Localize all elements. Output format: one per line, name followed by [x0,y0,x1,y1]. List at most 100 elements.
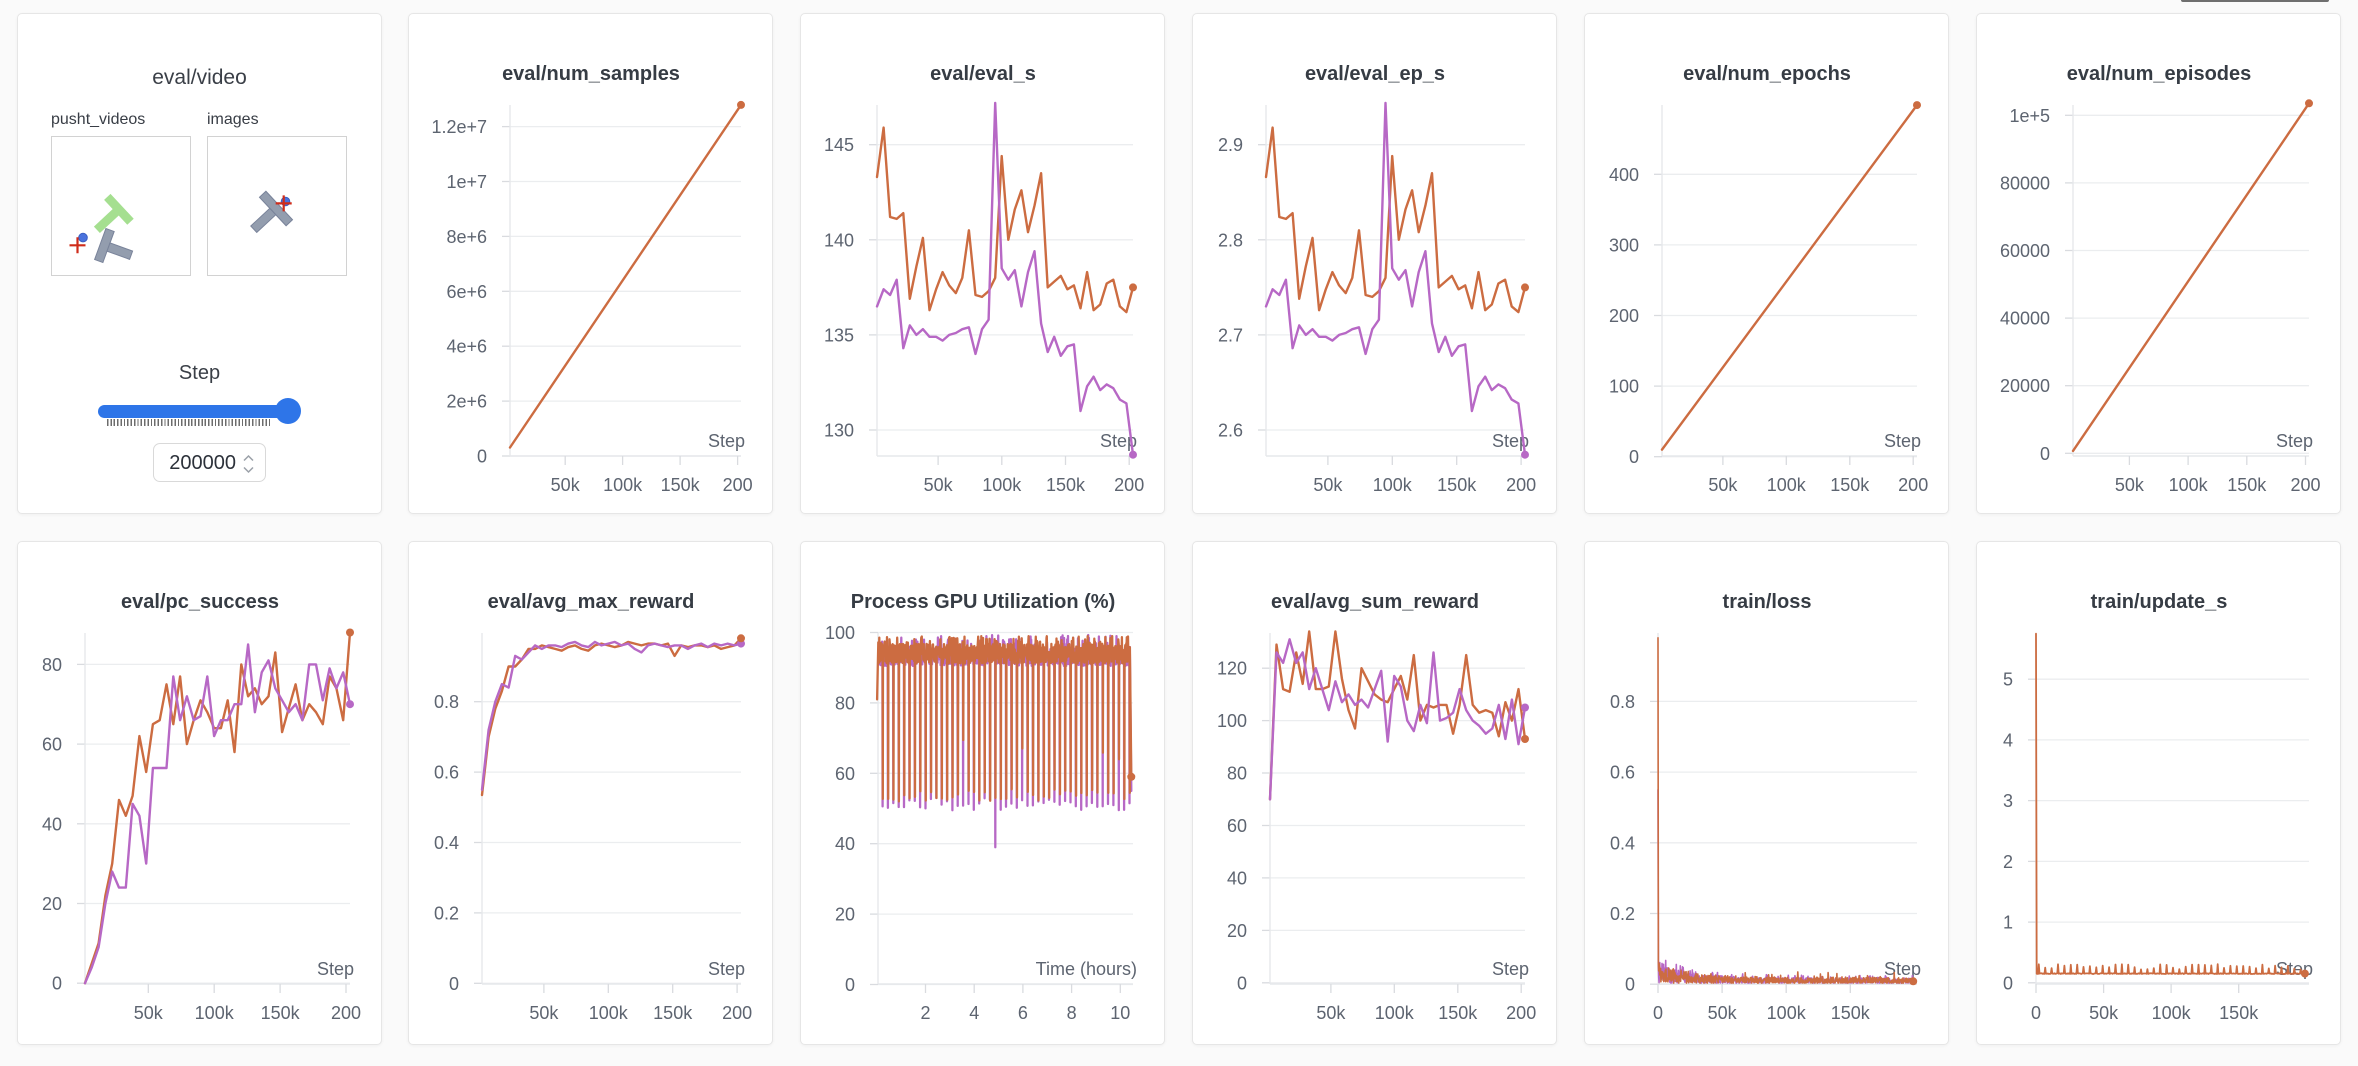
svg-text:train/update_s: train/update_s [2091,591,2228,613]
svg-text:100k: 100k [1767,475,1807,495]
svg-text:2.7: 2.7 [1218,325,1243,345]
svg-text:100k: 100k [2169,475,2209,495]
svg-text:300: 300 [1609,235,1639,255]
svg-text:Step: Step [1492,959,1529,979]
svg-text:1e+5: 1e+5 [2009,106,2050,126]
svg-text:80: 80 [1227,764,1247,784]
svg-text:4e+6: 4e+6 [446,337,487,357]
svg-text:150k: 150k [1831,1003,1871,1023]
svg-text:150k: 150k [1438,1003,1478,1023]
svg-text:200: 200 [1506,1003,1536,1023]
svg-text:50k: 50k [529,1003,559,1023]
svg-text:Step: Step [1884,431,1921,451]
svg-text:0: 0 [1653,1003,1663,1023]
svg-text:Step: Step [708,959,745,979]
svg-text:50k: 50k [1708,475,1738,495]
svg-text:100k: 100k [1375,1003,1415,1023]
svg-text:0: 0 [845,975,855,995]
svg-text:2: 2 [920,1003,930,1023]
svg-text:60: 60 [835,764,855,784]
svg-text:0: 0 [477,447,487,467]
svg-text:Time (hours): Time (hours) [1036,959,1137,979]
svg-text:150k: 150k [661,475,701,495]
svg-text:120: 120 [1217,659,1247,679]
svg-text:1: 1 [2003,913,2013,933]
svg-text:0.4: 0.4 [434,833,459,853]
svg-text:50k: 50k [924,475,954,495]
svg-text:20000: 20000 [2000,376,2050,396]
svg-text:200: 200 [1609,306,1639,326]
svg-text:60000: 60000 [2000,241,2050,261]
svg-text:eval/eval_s: eval/eval_s [930,63,1036,85]
svg-text:0: 0 [1625,975,1635,995]
svg-text:40000: 40000 [2000,309,2050,329]
svg-text:0: 0 [2040,444,2050,464]
svg-text:200: 200 [722,1003,752,1023]
svg-text:2.6: 2.6 [1218,421,1243,441]
svg-text:50k: 50k [1708,1003,1738,1023]
svg-text:60: 60 [42,735,62,755]
svg-text:10: 10 [1110,1003,1130,1023]
svg-text:2e+6: 2e+6 [446,392,487,412]
svg-text:8e+6: 8e+6 [446,227,487,247]
svg-text:60: 60 [1227,816,1247,836]
svg-text:0.4: 0.4 [1610,833,1635,853]
svg-text:150k: 150k [1046,475,1086,495]
svg-text:50k: 50k [2089,1003,2119,1023]
svg-text:80: 80 [42,655,62,675]
svg-text:100k: 100k [1373,475,1413,495]
svg-text:4: 4 [2003,730,2013,750]
svg-text:100k: 100k [195,1003,235,1023]
svg-text:0.6: 0.6 [1610,763,1635,783]
svg-text:1.2e+7: 1.2e+7 [431,117,487,137]
svg-text:0: 0 [2031,1003,2041,1023]
svg-text:140: 140 [824,230,854,250]
svg-text:130: 130 [824,421,854,441]
svg-text:20: 20 [1227,921,1247,941]
svg-text:0: 0 [52,974,62,994]
svg-text:eval/num_samples: eval/num_samples [502,63,680,85]
svg-text:Step: Step [2276,431,2313,451]
svg-text:150k: 150k [2227,475,2267,495]
svg-text:50k: 50k [1313,475,1343,495]
svg-text:eval/eval_ep_s: eval/eval_ep_s [1305,63,1445,85]
svg-text:40: 40 [42,814,62,834]
svg-text:Step: Step [317,959,354,979]
svg-text:0: 0 [449,974,459,994]
svg-text:100k: 100k [603,475,643,495]
svg-text:eval/avg_sum_reward: eval/avg_sum_reward [1271,591,1479,613]
svg-text:Step: Step [1492,431,1529,451]
svg-text:eval/pc_success: eval/pc_success [121,591,279,613]
svg-text:Step: Step [1100,431,1137,451]
svg-text:200: 200 [1114,475,1144,495]
svg-text:2.8: 2.8 [1218,230,1243,250]
svg-text:0.2: 0.2 [1610,904,1635,924]
svg-text:6e+6: 6e+6 [446,282,487,302]
svg-text:200: 200 [331,1003,361,1023]
svg-text:80000: 80000 [2000,173,2050,193]
svg-text:0: 0 [1237,973,1247,993]
svg-text:0.8: 0.8 [1610,692,1635,712]
svg-text:50k: 50k [1316,1003,1346,1023]
svg-text:400: 400 [1609,165,1639,185]
svg-text:50k: 50k [134,1003,164,1023]
svg-text:eval/num_epochs: eval/num_epochs [1683,63,1851,85]
svg-text:2: 2 [2003,852,2013,872]
svg-text:5: 5 [2003,670,2013,690]
svg-text:3: 3 [2003,791,2013,811]
svg-text:6: 6 [1018,1003,1028,1023]
svg-text:1e+7: 1e+7 [446,172,487,192]
svg-text:145: 145 [824,135,854,155]
svg-text:2.9: 2.9 [1218,135,1243,155]
svg-text:0.2: 0.2 [434,903,459,923]
svg-text:eval/num_episodes: eval/num_episodes [2067,63,2252,85]
svg-text:150k: 150k [261,1003,301,1023]
svg-text:100: 100 [825,623,855,643]
svg-text:eval/avg_max_reward: eval/avg_max_reward [488,591,695,613]
svg-text:20: 20 [42,894,62,914]
svg-text:50k: 50k [2115,475,2145,495]
svg-text:200: 200 [723,475,753,495]
svg-text:100k: 100k [982,475,1022,495]
svg-text:train/loss: train/loss [1723,591,1812,613]
svg-text:40: 40 [1227,868,1247,888]
